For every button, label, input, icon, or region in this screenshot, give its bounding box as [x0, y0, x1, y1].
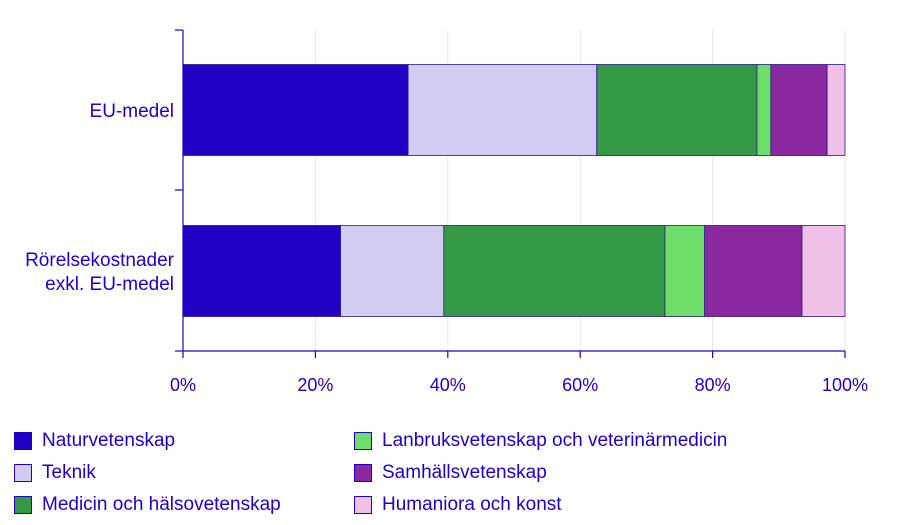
x-tick-labels: 0% 20% 40% 60% 80% 100%	[170, 375, 868, 395]
legend-swatch	[354, 496, 372, 514]
legend-label: Teknik	[42, 462, 96, 483]
legend-swatch	[354, 432, 372, 450]
bar-segment	[770, 64, 828, 156]
bar-segment	[664, 225, 706, 317]
bar-segment	[826, 64, 846, 156]
x-tick-label: 40%	[430, 375, 466, 395]
bar-segment	[756, 64, 772, 156]
x-tick-label: 0%	[170, 375, 196, 395]
legend-item: Lanbruksvetenskap och veterinärmedicin	[354, 430, 727, 452]
bar-segment	[801, 225, 846, 317]
legend-item: Samhällsvetenskap	[354, 462, 547, 484]
legend-label: Naturvetenskap	[42, 430, 176, 451]
bar-segment	[407, 64, 598, 156]
stacked-bar-chart: EU-medel Rörelsekostnader exkl. EU-medel 0…	[25, 29, 868, 395]
legend-swatch	[14, 464, 32, 482]
x-tick-label: 60%	[562, 375, 598, 395]
category-labels: EU-medel Rörelsekostnader exkl. EU-medel	[25, 101, 175, 295]
bars	[182, 64, 846, 317]
legend-item: Teknik	[14, 462, 96, 484]
x-tick-label: 20%	[297, 375, 333, 395]
bar-segment	[182, 64, 409, 156]
legend-item: Naturvetenskap	[14, 430, 175, 452]
bar-segment	[340, 225, 445, 317]
legend-swatch	[14, 496, 32, 514]
legend-label: Lanbruksvetenskap och veterinärmedicin	[382, 430, 728, 451]
axes	[175, 29, 846, 358]
bar-segment	[182, 225, 341, 317]
legend-label: Medicin och hälsovetenskap	[42, 494, 281, 515]
bar-segment	[704, 225, 803, 317]
category-label: Rörelsekostnader	[25, 250, 175, 271]
legend-label: Samhällsvetenskap	[382, 462, 547, 483]
bar-segment	[443, 225, 666, 317]
x-tick-label: 80%	[695, 375, 731, 395]
legend-item: Humaniora och konst	[354, 494, 562, 516]
legend-swatch	[354, 464, 372, 482]
category-label: exkl. EU-medel	[45, 274, 174, 295]
legend-label: Humaniora och konst	[382, 494, 562, 515]
category-label: EU-medel	[90, 101, 174, 122]
x-tick-label: 100%	[822, 375, 868, 395]
legend-item: Medicin och hälsovetenskap	[14, 494, 281, 516]
bar-segment	[596, 64, 758, 156]
legend-swatch	[14, 432, 32, 450]
